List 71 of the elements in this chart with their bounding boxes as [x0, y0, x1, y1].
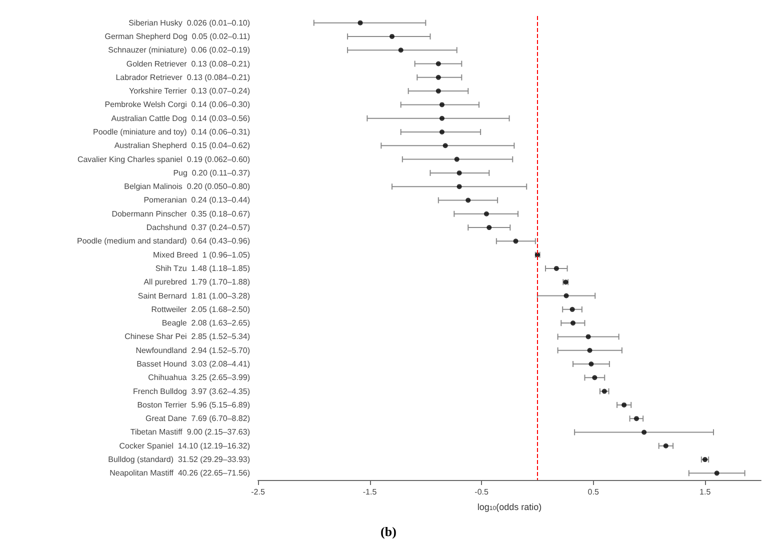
y-tick-label: Chinese Shar Pei 2.85 (1.52–5.34): [124, 332, 250, 342]
y-tick-label: Dachshund 0.37 (0.24–0.57): [146, 223, 250, 232]
point: [663, 443, 668, 448]
x-tick-label: 0.5: [588, 488, 600, 496]
point: [436, 88, 441, 94]
y-tick-label: French Bulldog 3.97 (3.62–4.35): [133, 386, 250, 396]
y-tick-label: Pembroke Welsh Corgi 0.14 (0.06–0.30): [104, 100, 250, 110]
y-tick-label: German Shepherd Dog 0.05 (0.02–0.11): [104, 32, 250, 41]
point: [484, 211, 489, 216]
point: [714, 470, 720, 476]
point: [466, 198, 471, 203]
y-tick-label: Pomeranian 0.24 (0.13–0.44): [144, 196, 250, 205]
y-tick-label: Pug 0.20 (0.11–0.37): [173, 168, 250, 178]
x-tick-label: -2.5: [251, 488, 266, 496]
y-tick-label: Cocker Spaniel 14.10 (12.19–16.32): [119, 441, 250, 450]
point: [642, 430, 647, 435]
y-tick-label: Belgian Malinois 0.20 (0.050–0.80): [124, 182, 250, 192]
point: [486, 225, 492, 230]
x-tick-label: -0.5: [474, 488, 489, 496]
y-tick-label: Cavalier King Charles spaniel 0.19 (0.062–0.60): [77, 154, 250, 164]
text: (b): [380, 524, 396, 539]
y-tick-label: Great Dane 7.69 (6.70–8.82): [145, 414, 250, 424]
point: [439, 102, 444, 108]
point: [513, 238, 518, 244]
y-tick-label: Bulldog (standard) 31.52 (29.29–33.93): [108, 455, 250, 464]
point: [554, 266, 559, 271]
y-tick-label: Rottweiler 2.05 (1.68–2.50): [151, 304, 250, 314]
point: [442, 143, 448, 148]
y-tick-label: Basset Hound 3.03 (2.08–4.41): [136, 360, 250, 368]
y-tick-label: Shih Tzu 1.48 (1.18–1.85): [155, 264, 250, 273]
point: [456, 170, 462, 176]
point: [564, 293, 569, 298]
y-tick-label: Newfoundland 2.94 (1.52–5.70): [136, 346, 250, 355]
point: [588, 362, 594, 366]
y-tick-label: Labrador Retriever 0.13 (0.084–0.21): [116, 72, 250, 82]
point: [570, 320, 576, 326]
point: [622, 402, 627, 408]
point: [439, 116, 444, 121]
y-tick-label: Yorkshire Terrier 0.13 (0.07–0.24): [129, 86, 250, 96]
point: [456, 184, 462, 190]
y-tick-label: Golden Retriever 0.13 (0.08–0.21): [126, 59, 250, 68]
point: [587, 348, 592, 353]
y-tick-label: Poodle (miniature and toy) 0.14 (0.06–0.31): [93, 128, 250, 136]
point: [390, 34, 395, 39]
y-tick-label: Beagle 2.08 (1.63–2.65): [162, 318, 250, 328]
x-tick-label: -1.5: [362, 488, 378, 496]
y-tick-label: Neapolitan Mastiff 40.26 (22.65–71.56): [110, 468, 250, 478]
y-tick-label: Chihuahua 3.25 (2.65–3.99): [148, 373, 250, 382]
y-tick-label: Tibetan Mastiff 9.00 (2.15–37.63): [130, 428, 250, 437]
point: [586, 334, 591, 340]
y-tick-label: Australian Cattle Dog 0.14 (0.03–0.56): [111, 114, 250, 123]
point: [439, 130, 444, 134]
y-tick-label: Australian Shepherd 0.15 (0.04–0.62): [114, 141, 250, 150]
y-tick-label: Dobermann Pinscher 0.35 (0.18–0.67): [112, 209, 250, 218]
y-tick-label: Siberian Husky 0.026 (0.01–0.10): [128, 18, 250, 28]
point: [602, 388, 607, 394]
y-tick-label: Boston Terrier 5.96 (5.15–6.89): [137, 400, 250, 410]
point: [436, 61, 441, 66]
y-tick-label: Saint Bernard 1.81 (1.00–3.28): [138, 291, 250, 300]
x-tick-label: 1.5: [700, 488, 712, 496]
point: [454, 156, 460, 162]
point: [634, 416, 639, 422]
y-tick-label: Schnauzer (miniature) 0.06 (0.02–0.19): [108, 46, 250, 55]
point: [570, 306, 575, 312]
point: [592, 375, 598, 380]
y-tick-label: Poodle (medium and standard) 0.64 (0.43–0.96): [77, 236, 250, 246]
y-tick-label: All purebred 1.79 (1.70–1.88): [144, 278, 250, 287]
y-tick-label: Mixed Breed 1 (0.96–1.05): [153, 250, 250, 260]
point: [398, 48, 404, 53]
point: [358, 20, 363, 26]
point: [436, 74, 441, 80]
